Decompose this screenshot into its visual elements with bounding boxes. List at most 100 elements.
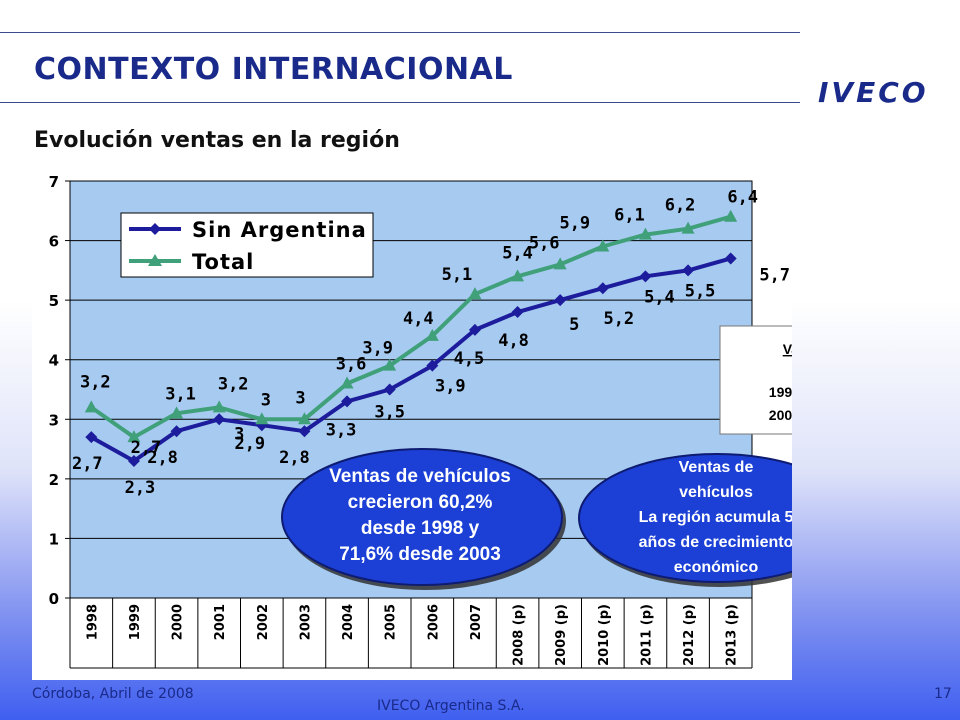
data-point-sin-argentina (468, 323, 481, 336)
data-label-total: 5,6 (529, 233, 560, 253)
variation-box-title: Variación % (783, 341, 792, 357)
data-label-sin-argentina: 5 (569, 315, 579, 335)
ellipse-right-text: años de crecimiento (639, 534, 792, 551)
y-tick-label: 4 (49, 352, 59, 370)
data-label-total: 3,2 (80, 372, 111, 392)
data-label-sin-argentina: 3 (234, 424, 244, 444)
ellipse-left-text: desde 1998 y (361, 518, 480, 539)
data-point-sin-argentina (298, 425, 311, 438)
data-label-total: 6,1 (614, 206, 645, 226)
data-point-sin-argentina (341, 395, 354, 408)
ellipse-right-shape (578, 453, 792, 583)
data-label-sin-argentina: 5,7 (759, 265, 790, 285)
data-point-total (383, 358, 397, 371)
chart-legend: Sin Argentina Total (120, 212, 374, 278)
ellipse-left-shape (281, 448, 563, 586)
data-label-total: 4,4 (403, 309, 434, 329)
ellipse-left-text: crecieron 60,2% (348, 492, 493, 513)
x-tick-label: 2011 (p) (639, 604, 654, 666)
footer-location-date: Córdoba, Abril de 2008 (32, 686, 194, 702)
ellipse-right-note: Ventas de vehículos La región acumula 5 año… (578, 453, 792, 583)
variation-box-row: 2003- 2007 71.6% (769, 407, 792, 423)
y-tick-label: 5 (49, 292, 59, 310)
data-label-sin-argentina: 2,9 (234, 434, 265, 454)
variation-box: Variación % 1998- 2007 60.2% 2003- 2007 71… (719, 325, 792, 435)
data-point-total (425, 328, 439, 341)
data-label-sin-argentina: 3,5 (374, 403, 405, 423)
data-point-total (596, 239, 610, 252)
ellipse-right-text: Ventas de (679, 459, 754, 476)
x-tick-label: 2001 (213, 604, 228, 640)
x-tick-label: 2005 (384, 604, 399, 640)
legend-marker-total (148, 254, 162, 266)
y-tick-label: 6 (49, 233, 59, 251)
y-tick-label: 1 (49, 530, 59, 548)
data-point-total (724, 209, 738, 222)
data-label-total: 3,1 (165, 384, 196, 404)
ellipse-left-text: 71,6% desde 2003 (339, 544, 501, 565)
x-tick-label: 2012 (p) (682, 604, 697, 666)
x-tick-label: 2006 (426, 604, 441, 640)
data-point-total (127, 430, 141, 443)
data-label-sin-argentina: 4,5 (454, 349, 485, 369)
data-point-sin-argentina (383, 383, 396, 396)
data-point-total (170, 406, 184, 419)
data-label-total: 3,2 (218, 374, 249, 394)
ellipse-left-note: Ventas de vehículos crecieron 60,2% desde … (281, 448, 563, 586)
data-label-total: 6,2 (665, 196, 696, 216)
data-label-sin-argentina: 4,8 (498, 331, 529, 351)
data-label-sin-argentina: 5,5 (685, 281, 716, 301)
data-label-total: 5,4 (502, 243, 533, 263)
series-line-total (90, 214, 732, 440)
title-underline (0, 102, 800, 103)
data-point-total (681, 221, 695, 234)
data-label-sin-argentina: 2,8 (147, 448, 178, 468)
data-point-sin-argentina (554, 294, 567, 307)
y-tick-label: 0 (49, 590, 59, 608)
series-line-sin-argentina (90, 256, 732, 463)
x-tick-label: 2007 (469, 604, 484, 640)
data-label-total: 2,7 (131, 438, 162, 458)
legend-box (120, 212, 374, 278)
x-tick-label: 2008 (p) (512, 604, 527, 666)
variation-box-frame (719, 325, 792, 435)
legend-label-sin-argentina: Sin Argentina (192, 218, 367, 242)
x-tick-label: 2013 (p) (725, 604, 740, 666)
data-label-total: 6,4 (727, 188, 758, 208)
data-point-sin-argentina (724, 252, 737, 265)
data-label-sin-argentina: 2,8 (279, 448, 310, 468)
data-label-total: 3 (295, 388, 305, 408)
data-point-sin-argentina (170, 425, 183, 438)
data-point-total (255, 412, 269, 425)
data-point-total (553, 257, 567, 270)
x-tick-label: 2000 (171, 604, 186, 640)
page-title: CONTEXTO INTERNACIONAL (34, 52, 513, 87)
data-point-total (84, 400, 98, 413)
data-label-sin-argentina: 5,4 (644, 287, 675, 307)
data-point-total (638, 227, 652, 240)
y-tick-label: 7 (49, 173, 59, 191)
ellipse-left-text: Ventas de vehículos (329, 466, 511, 487)
data-point-sin-argentina (596, 282, 609, 295)
data-label-total: 5,1 (442, 265, 473, 285)
data-label-sin-argentina: 3,3 (326, 420, 357, 440)
top-rule (0, 32, 800, 33)
data-label-sin-argentina: 3,9 (435, 377, 466, 397)
data-point-sin-argentina (426, 359, 439, 372)
data-point-sin-argentina (511, 306, 524, 319)
y-tick-label: 3 (49, 411, 59, 429)
data-point-sin-argentina (213, 413, 226, 426)
section-subtitle: Evolución ventas en la región (34, 128, 400, 153)
x-tick-label: 2003 (298, 604, 313, 640)
data-point-sin-argentina (639, 270, 652, 283)
data-label-total: 5,9 (559, 214, 590, 234)
iveco-logo: IVECO (818, 76, 929, 109)
footer-page-number: 17 (934, 686, 952, 702)
data-point-sin-argentina (127, 454, 140, 467)
data-point-total (340, 376, 354, 389)
x-tick-label: 1999 (128, 604, 143, 640)
data-label-sin-argentina: 2,7 (72, 454, 103, 474)
x-tick-label: 2009 (p) (554, 604, 569, 666)
y-tick-label: 2 (49, 471, 59, 489)
x-tick-label: 2010 (p) (597, 604, 612, 666)
